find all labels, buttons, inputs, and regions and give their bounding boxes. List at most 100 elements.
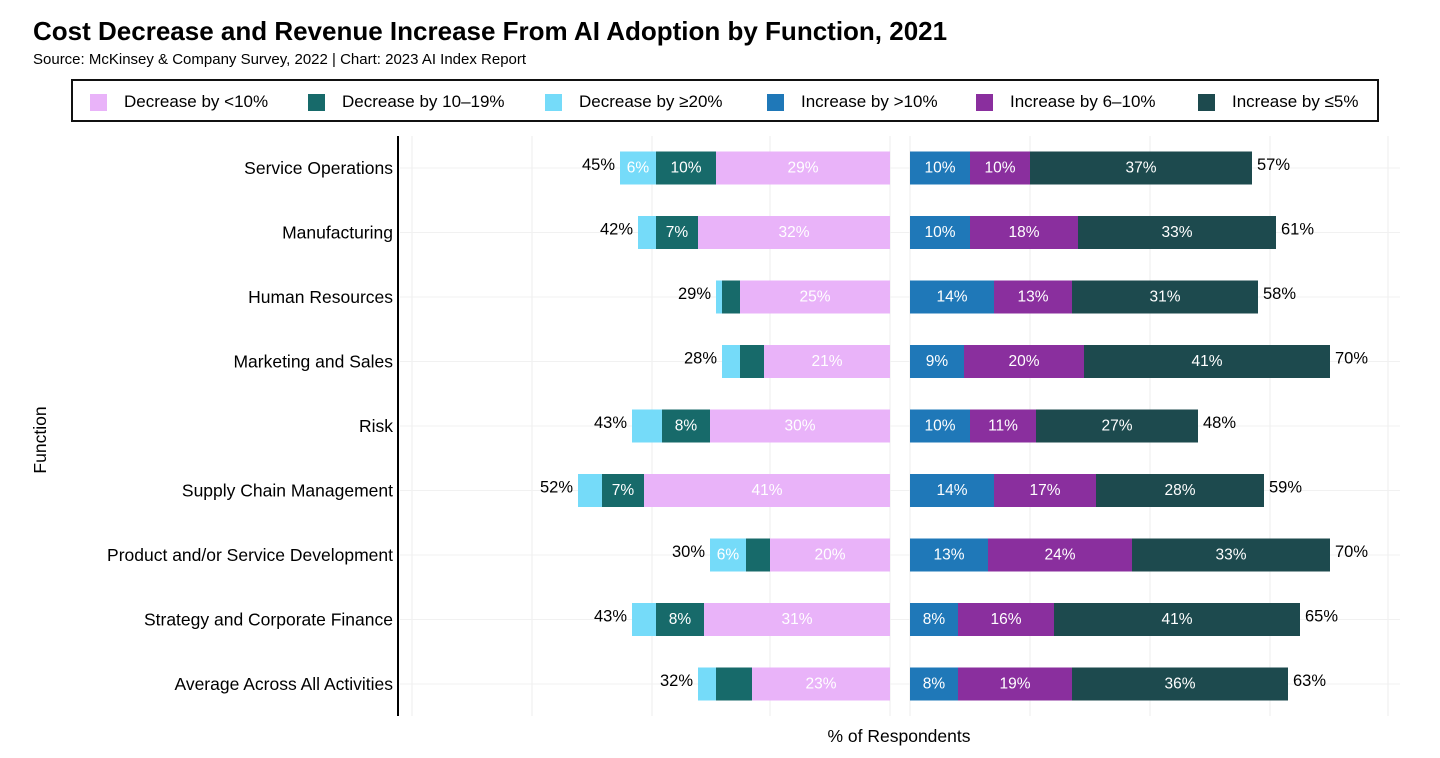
bar-segment (1072, 667, 1288, 701)
legend-item-decrease-10-19: Decrease by 10–19% (308, 92, 505, 112)
chart-title: Cost Decrease and Revenue Increase From … (33, 16, 948, 46)
left-total-label: 29% (678, 285, 711, 303)
legend-swatch (976, 93, 993, 111)
segment-label: 11% (988, 418, 1018, 435)
segment-label: 13% (933, 547, 964, 564)
legend-swatch (308, 93, 325, 111)
bar-segment (722, 280, 740, 314)
segment-label: 14% (936, 289, 967, 306)
bar-segment (710, 409, 890, 443)
segment-label: 19% (999, 676, 1030, 693)
right-total-label: 65% (1305, 608, 1338, 626)
segment-label: 8% (923, 676, 946, 693)
left-total-label: 32% (660, 672, 693, 690)
bar-segment (970, 216, 1078, 249)
segment-label: 31% (1149, 289, 1180, 306)
left-total-label: 42% (600, 221, 633, 239)
segment-label: 10% (984, 160, 1015, 177)
segment-label: 9% (926, 353, 949, 370)
legend-label: Increase by >10% (801, 92, 938, 111)
segment-label: 13% (1017, 289, 1048, 306)
segment-label: 8% (923, 611, 946, 628)
bar-segment (910, 216, 970, 249)
legend-swatch (1198, 93, 1215, 111)
category-label: Service Operations (244, 158, 393, 178)
right-total-label: 70% (1335, 543, 1368, 561)
right-total-label: 70% (1335, 350, 1368, 368)
bar-segment (910, 474, 994, 507)
bar-segment (1132, 538, 1330, 572)
category-label: Average Across All Activities (174, 674, 393, 694)
legend-label: Decrease by ≥20% (579, 92, 723, 111)
bar-segment (1054, 603, 1300, 636)
segment-label: 17% (1029, 482, 1060, 499)
bar-segment (632, 603, 656, 636)
bar-segment (970, 409, 1036, 443)
left-total-label: 43% (594, 414, 627, 432)
bar-segment (910, 280, 994, 314)
bar-segment (578, 474, 602, 507)
bar-segment (716, 667, 752, 701)
segment-label: 8% (675, 418, 698, 435)
segment-label: 10% (924, 224, 955, 241)
bar-segment (958, 667, 1072, 701)
legend-item-increase-lte5: Increase by ≤5% (1198, 92, 1359, 112)
legend-label: Decrease by <10% (124, 92, 269, 111)
segment-label: 20% (814, 547, 845, 564)
bar-segment (716, 151, 890, 185)
bar-segment (910, 409, 970, 443)
legend-swatch (767, 93, 784, 111)
bar-segment (1072, 280, 1258, 314)
bar-segment (964, 345, 1084, 378)
left-total-label: 28% (684, 350, 717, 368)
legend-label: Increase by ≤5% (1232, 92, 1359, 111)
bar-segment (656, 216, 698, 249)
legend-swatch (545, 93, 562, 111)
labels: Service Operations 29% 10% 6% 45% 10% 10% 37% 57… (107, 156, 1368, 694)
segment-label: 36% (1164, 676, 1195, 693)
segment-label: 28% (1164, 482, 1195, 499)
segment-label: 37% (1125, 160, 1156, 177)
segment-label: 6% (717, 547, 740, 564)
segment-label: 41% (1161, 611, 1192, 628)
bar-segment (602, 474, 644, 507)
bar-segment (644, 474, 890, 507)
bar-segment (656, 151, 716, 185)
segment-label: 10% (924, 418, 955, 435)
segment-label: 41% (751, 482, 782, 499)
left-total-label: 45% (582, 156, 615, 174)
right-total-label: 63% (1293, 672, 1326, 690)
segment-label: 16% (990, 611, 1021, 628)
bar-segment (746, 538, 770, 572)
left-total-label: 30% (672, 543, 705, 561)
segment-label: 24% (1044, 547, 1075, 564)
bar-segment (632, 409, 662, 443)
bar-segment (620, 151, 656, 185)
bar-segment (1078, 216, 1276, 249)
right-total-label: 58% (1263, 285, 1296, 303)
bar-segment (994, 474, 1096, 507)
bar-segment (1030, 151, 1252, 185)
bar-segment (662, 409, 710, 443)
bar-segment (752, 667, 890, 701)
segment-label: 20% (1008, 353, 1039, 370)
legend-item-increase-gt10: Increase by >10% (767, 92, 938, 112)
bar-segment (698, 667, 716, 701)
bar-segment (910, 667, 958, 701)
bar-segment (994, 280, 1072, 314)
legend-swatch (90, 93, 107, 111)
segment-label: 27% (1101, 418, 1132, 435)
segment-label: 7% (612, 482, 635, 499)
legend: Decrease by <10% Decrease by 10–19% Decr… (71, 79, 1379, 122)
bar-segment (1096, 474, 1264, 507)
bar-segment (704, 603, 890, 636)
segment-label: 14% (936, 482, 967, 499)
segment-label: 25% (799, 289, 830, 306)
bar-segment (764, 345, 890, 378)
left-total-label: 43% (594, 608, 627, 626)
bar-segment (988, 538, 1132, 572)
bar-segment (958, 603, 1054, 636)
bar-segment (656, 603, 704, 636)
x-axis-title: % of Respondents (827, 726, 970, 746)
bar-segment (1036, 409, 1198, 443)
